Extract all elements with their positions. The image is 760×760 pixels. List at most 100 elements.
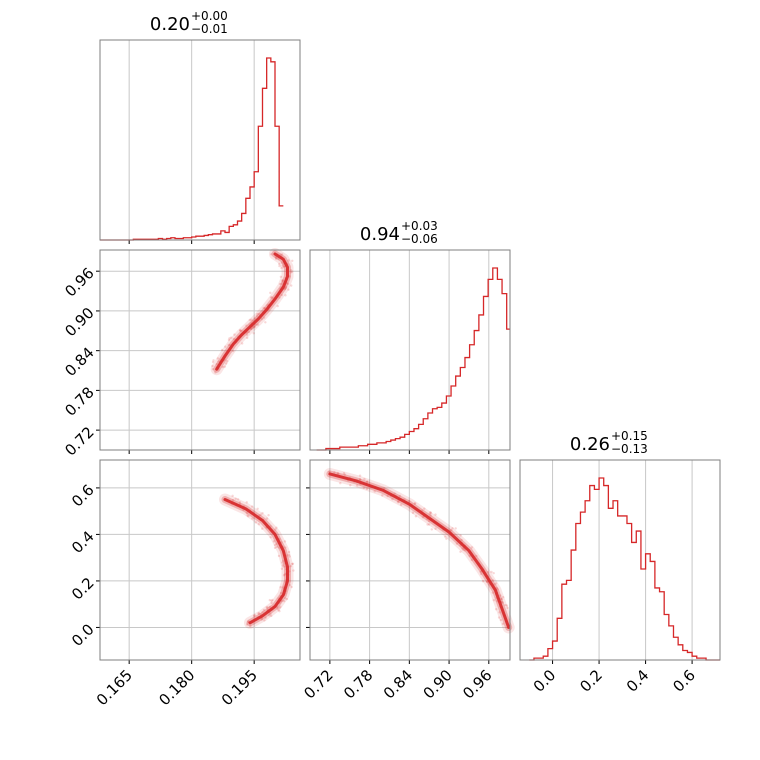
y-tick-label: 0.96 bbox=[61, 264, 97, 300]
scatter-point bbox=[281, 279, 284, 282]
scatter-point bbox=[500, 597, 504, 601]
scatter-point bbox=[280, 293, 283, 297]
scatter-point bbox=[245, 511, 249, 515]
scatter-point bbox=[463, 549, 467, 552]
scatter-point bbox=[270, 614, 273, 618]
scatter-point bbox=[276, 607, 279, 610]
scatter-point bbox=[265, 517, 269, 520]
scatter-point bbox=[494, 608, 498, 611]
scatter-point bbox=[391, 497, 394, 501]
x-tick-label: 0.90 bbox=[420, 666, 456, 702]
x-tick-label: 0.6 bbox=[669, 666, 699, 696]
scatter-point bbox=[427, 519, 431, 523]
scatter-point bbox=[275, 545, 279, 549]
scatter-point bbox=[504, 603, 507, 607]
scatter-point bbox=[268, 598, 272, 602]
scatter-point bbox=[212, 359, 215, 362]
scatter-point bbox=[356, 484, 359, 487]
title-value-1: 0.94 bbox=[360, 224, 400, 245]
panel-frame bbox=[519, 459, 721, 661]
scatter-point bbox=[260, 618, 263, 621]
scatter-point bbox=[486, 580, 489, 583]
x-tick-label: 0.2 bbox=[576, 666, 606, 696]
scatter-point bbox=[280, 567, 284, 570]
scatter-point bbox=[501, 622, 505, 626]
panel-frame bbox=[99, 39, 301, 241]
scatter-point bbox=[270, 253, 273, 256]
scatter-point bbox=[245, 501, 248, 504]
title-minus-2: −0.13 bbox=[611, 442, 648, 456]
scatter-point bbox=[365, 480, 369, 484]
scatter-point bbox=[278, 264, 281, 268]
scatter-point bbox=[262, 306, 265, 310]
scatter-point bbox=[342, 471, 346, 475]
scatter-point bbox=[414, 515, 418, 518]
scatter-point bbox=[365, 487, 369, 491]
scatter-point bbox=[411, 511, 415, 514]
scatter-point bbox=[289, 564, 293, 568]
scatter-point bbox=[455, 542, 459, 545]
scatter-point bbox=[491, 591, 495, 594]
scatter-point bbox=[257, 612, 260, 615]
scatter-point bbox=[279, 591, 283, 595]
scatter-point bbox=[253, 317, 256, 320]
scatter-point bbox=[434, 527, 437, 530]
scatter-point bbox=[470, 558, 474, 562]
scatter-point bbox=[339, 482, 342, 485]
contour-level-2 bbox=[215, 252, 289, 371]
scatter-point bbox=[252, 332, 255, 335]
scatter-point bbox=[428, 512, 431, 515]
histogram-step-0 bbox=[100, 57, 284, 241]
scatter-point bbox=[260, 317, 264, 321]
scatter-point bbox=[240, 329, 243, 333]
scatter-point bbox=[247, 515, 250, 518]
scatter-point bbox=[255, 314, 259, 318]
scatter-point bbox=[337, 472, 340, 476]
x-tick-label: 0.180 bbox=[155, 666, 198, 709]
scatter-point bbox=[246, 336, 249, 340]
scatter-point bbox=[421, 516, 425, 519]
scatter-point bbox=[287, 550, 291, 554]
scatter-point bbox=[426, 523, 429, 526]
scatter-point bbox=[430, 528, 433, 531]
scatter-point bbox=[328, 470, 331, 473]
x-tick-label: 0.96 bbox=[459, 666, 495, 702]
scatter-point bbox=[257, 312, 260, 316]
scatter-point bbox=[291, 562, 295, 565]
scatter-point bbox=[434, 513, 437, 516]
scatter-point bbox=[499, 594, 502, 597]
panel-frame bbox=[99, 459, 301, 661]
scatter-point bbox=[336, 471, 339, 475]
scatter-point bbox=[231, 498, 235, 502]
scatter-point bbox=[264, 616, 267, 619]
scatter-point bbox=[257, 612, 261, 615]
scatter-point bbox=[289, 271, 293, 274]
scatter-point bbox=[349, 484, 352, 487]
scatter-point bbox=[269, 291, 272, 295]
scatter-point bbox=[265, 606, 268, 609]
scatter-point bbox=[216, 357, 220, 360]
scatter-point bbox=[287, 259, 290, 262]
scatter-point bbox=[280, 261, 284, 264]
scatter-point bbox=[277, 262, 281, 266]
scatter-point bbox=[281, 559, 285, 563]
scatter-point bbox=[462, 548, 465, 551]
scatter-point bbox=[254, 521, 258, 524]
scatter-point bbox=[259, 513, 262, 517]
scatter-point bbox=[396, 501, 400, 504]
scatter-point bbox=[497, 616, 501, 619]
scatter-point bbox=[288, 583, 292, 587]
scatter-point bbox=[256, 323, 260, 326]
x-tick-label: 0.195 bbox=[218, 666, 261, 709]
scatter-point bbox=[245, 333, 249, 336]
scatter-point bbox=[454, 527, 457, 530]
scatter-point bbox=[236, 498, 240, 501]
y-tick-label: 0.4 bbox=[68, 527, 98, 557]
scatter-point bbox=[231, 349, 235, 353]
title-plus-2: +0.15 bbox=[611, 429, 648, 443]
contour-level-2 bbox=[328, 472, 511, 629]
scatter-point bbox=[459, 534, 462, 537]
scatter-point bbox=[492, 598, 496, 602]
scatter-point bbox=[211, 364, 214, 368]
density-panel-0-1 bbox=[210, 247, 294, 376]
